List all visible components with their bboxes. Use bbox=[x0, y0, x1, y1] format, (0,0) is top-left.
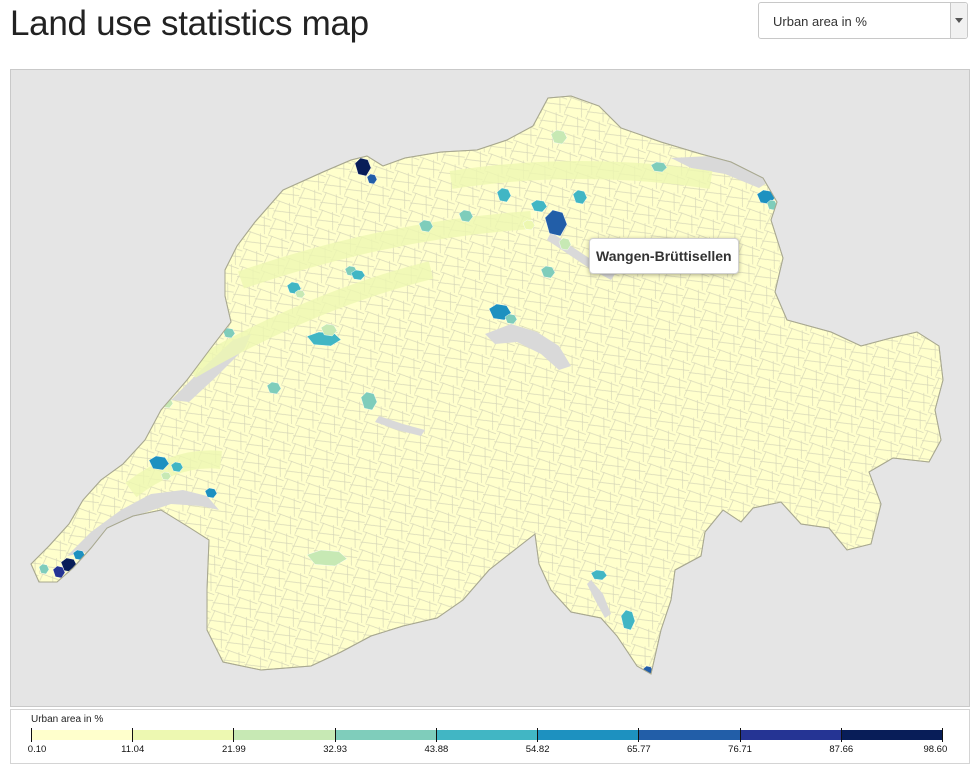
urban-area-lausanne[interactable] bbox=[170, 461, 184, 473]
urban-area-zug[interactable] bbox=[540, 265, 556, 279]
urban-corridor bbox=[449, 161, 713, 189]
municipality-borders bbox=[31, 96, 943, 674]
indicator-select-value: Urban area in % bbox=[773, 14, 867, 29]
urban-area-fribourg[interactable] bbox=[266, 381, 282, 395]
urban-area-sion[interactable] bbox=[306, 549, 348, 567]
legend-break-label: 32.93 bbox=[323, 744, 348, 755]
urban-area-z-rich[interactable] bbox=[530, 199, 548, 213]
urban-area-biel[interactable] bbox=[294, 289, 306, 299]
switzerland-map[interactable] bbox=[11, 70, 969, 706]
lake-lucerne bbox=[485, 324, 571, 370]
urban-area-solothurn[interactable] bbox=[350, 269, 366, 281]
urban-area-kreuzlingen[interactable] bbox=[650, 161, 668, 173]
legend-break-label: 87.66 bbox=[829, 744, 854, 755]
legend-swatch bbox=[132, 730, 234, 740]
urban-area-shading bbox=[38, 129, 778, 674]
legend-break-label: 65.77 bbox=[626, 744, 651, 755]
legend-break-label: 54.82 bbox=[525, 744, 550, 755]
legend-tick bbox=[638, 728, 640, 742]
urban-area-z-rich[interactable] bbox=[558, 237, 572, 251]
legend-swatch bbox=[334, 730, 437, 740]
urban-area-bern[interactable] bbox=[320, 323, 338, 337]
legend-tick bbox=[334, 728, 336, 742]
legend-break-label: 76.71 bbox=[728, 744, 752, 755]
urban-area-locarno[interactable] bbox=[590, 569, 608, 581]
legend-break-label: 43.88 bbox=[424, 744, 449, 755]
lake-geneva bbox=[67, 490, 219, 556]
lake-constance bbox=[671, 156, 771, 188]
legend-color-bar bbox=[31, 730, 943, 740]
legend-break-label: 98.60 bbox=[923, 744, 948, 755]
legend-break-label: 21.99 bbox=[222, 744, 246, 755]
urban-area-z-rich[interactable] bbox=[522, 219, 536, 231]
legend-tick bbox=[31, 728, 32, 742]
urban-area-neuch-tel[interactable] bbox=[222, 327, 236, 339]
legend-swatch bbox=[638, 730, 741, 740]
urban-area-baden[interactable] bbox=[496, 187, 512, 203]
legend-tick bbox=[942, 728, 943, 742]
lake-thun bbox=[375, 416, 425, 436]
page-title: Land use statistics map bbox=[10, 4, 369, 43]
legend-tick bbox=[739, 728, 741, 742]
urban-area-aarau[interactable] bbox=[458, 209, 474, 223]
urban-area-z-rich[interactable] bbox=[544, 209, 568, 237]
urban-area-schaffhausen[interactable] bbox=[550, 129, 568, 145]
urban-area-luzern[interactable] bbox=[504, 313, 518, 325]
legend-swatch bbox=[435, 730, 538, 740]
legend-swatch bbox=[840, 730, 943, 740]
legend-swatch bbox=[233, 730, 336, 740]
indicator-select[interactable]: Urban area in % bbox=[758, 2, 968, 39]
legend-tick bbox=[840, 728, 842, 742]
urban-area-basel[interactable] bbox=[366, 173, 378, 185]
urban-area-lausanne[interactable] bbox=[148, 455, 170, 471]
urban-area-lugano[interactable] bbox=[620, 609, 636, 631]
legend-tick bbox=[537, 728, 539, 742]
urban-area-luzern[interactable] bbox=[488, 303, 512, 321]
urban-area-montreux[interactable] bbox=[204, 487, 218, 499]
legend-tick bbox=[132, 728, 134, 742]
legend-swatch bbox=[31, 730, 133, 740]
urban-corridor bbox=[238, 211, 532, 289]
urban-area-lausanne[interactable] bbox=[160, 471, 172, 481]
map-canvas[interactable]: Wangen-Brüttisellen bbox=[10, 69, 970, 707]
urban-area-gen-ve[interactable] bbox=[52, 565, 66, 579]
urban-area-thun[interactable] bbox=[360, 391, 378, 411]
urban-area-gen-ve[interactable] bbox=[38, 563, 50, 575]
legend-tick bbox=[435, 728, 437, 742]
hover-tooltip: Wangen-Brüttisellen bbox=[589, 238, 739, 274]
lake-maggiore bbox=[587, 580, 611, 618]
map-legend: Urban area in % 0.10 11.04 21.99 32.93 43.88… bbox=[10, 709, 970, 764]
legend-swatch bbox=[739, 730, 842, 740]
legend-break-label: 0.10 bbox=[27, 744, 47, 755]
chevron-down-icon[interactable] bbox=[950, 3, 967, 38]
legend-swatch bbox=[537, 730, 639, 740]
tooltip-municipality-name: Wangen-Brüttisellen bbox=[596, 248, 732, 264]
legend-tick bbox=[233, 728, 235, 742]
legend-title: Urban area in % bbox=[31, 714, 104, 725]
urban-area-winterthur[interactable] bbox=[572, 189, 588, 205]
urban-corridor bbox=[186, 261, 434, 378]
legend-break-label: 11.04 bbox=[121, 744, 145, 755]
urban-area-olten[interactable] bbox=[418, 219, 434, 233]
